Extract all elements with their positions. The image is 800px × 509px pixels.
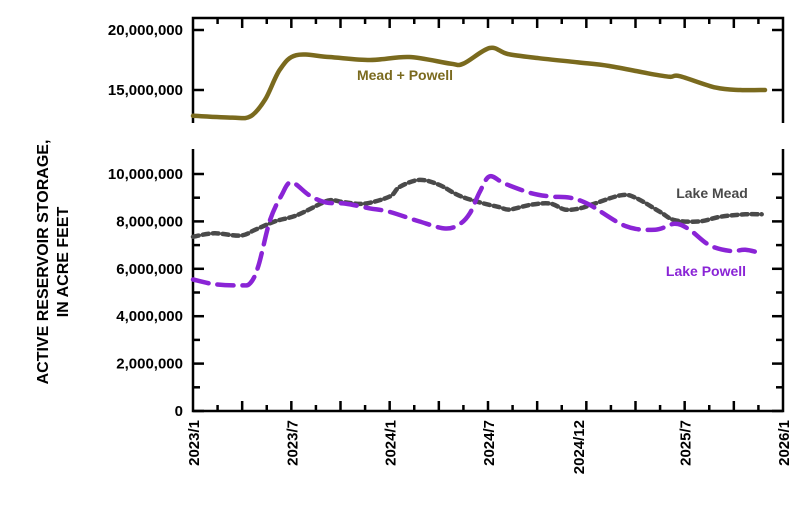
upper-panel-y-tick-labels: 15,000,000 20,000,000 (108, 22, 183, 99)
y-tick-label: 2,000,000 (116, 356, 183, 373)
lower-panel-y-tick-labels: 0 2,000,000 4,000,000 6,000,000 8,000,000 10,… (108, 166, 183, 420)
series-line-lake-mead (190, 177, 764, 240)
individual-storage-panel: 0 2,000,000 4,000,000 6,000,000 8,000,000 10,… (108, 149, 785, 420)
x-tick-label: 2023/7 (284, 420, 301, 466)
y-tick-label: 8,000,000 (116, 213, 183, 230)
x-axis-tick-labels: 2023/1 2023/7 2024/1 2024/7 2024/12 2025/7 202… (186, 420, 793, 474)
y-tick-label: 4,000,000 (116, 308, 183, 325)
y-tick-label: 10,000,000 (108, 166, 183, 183)
x-tick-label: 2024/12 (571, 420, 588, 474)
x-tick-label: 2024/7 (481, 420, 498, 466)
y-tick-label: 0 (175, 403, 183, 420)
x-tick-label: 2024/1 (383, 420, 400, 466)
x-tick-label: 2025/7 (678, 420, 695, 466)
series-line-lake-powell (190, 173, 764, 288)
upper-panel-ticks (193, 18, 783, 92)
y-tick-label: 20,000,000 (108, 22, 183, 39)
x-tick-label: 2023/1 (186, 420, 203, 466)
x-tick-label: 2026/1 (776, 420, 793, 466)
y-axis-title-line-1: ACTIVE RESERVOIR STORAGE, (35, 140, 52, 385)
series-label-mead-powell: Mead + Powell (357, 67, 453, 83)
series-label-lake-powell: Lake Powell (666, 263, 746, 279)
lower-panel-series (190, 173, 764, 288)
combined-storage-panel: 15,000,000 20,000,000 Mead + Powell (108, 16, 785, 123)
series-label-lake-mead: Lake Mead (676, 185, 748, 201)
y-tick-label: 6,000,000 (116, 261, 183, 278)
y-axis-title-line-2: IN ACRE FEET (55, 207, 72, 318)
y-axis-title: ACTIVE RESERVOIR STORAGE, IN ACRE FEET (35, 140, 72, 385)
y-tick-label: 15,000,000 (108, 82, 183, 99)
lower-panel-ticks (193, 172, 783, 413)
upper-panel-series (190, 45, 768, 121)
series-line-mead-powell (190, 45, 768, 121)
